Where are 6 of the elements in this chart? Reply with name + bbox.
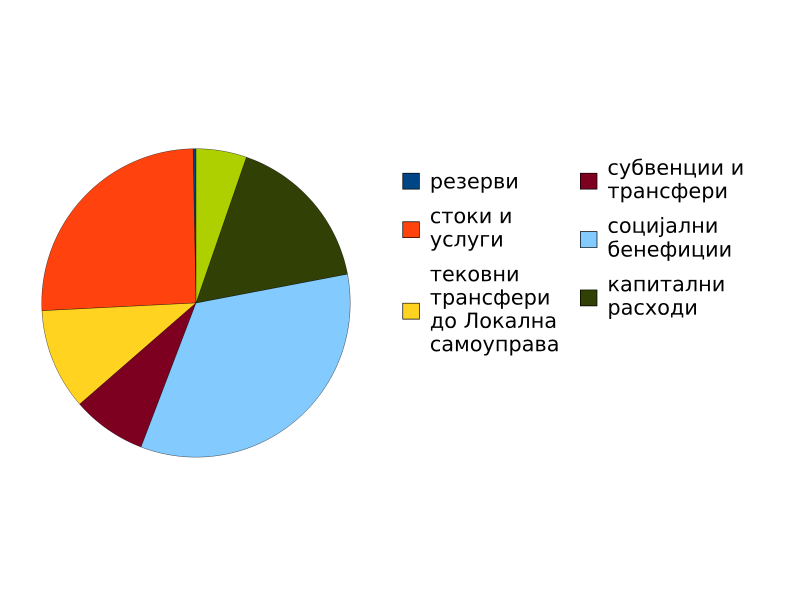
- legend-label: капитални расходи: [609, 280, 724, 319]
- legend-label: стоки и услуги: [430, 211, 511, 251]
- legend-label: субвенции и трансфери: [608, 158, 742, 202]
- legend-label: социјални бенефиции: [608, 216, 730, 261]
- legend-label: резерви: [432, 176, 517, 193]
- legend-label: тековни трансфери до Локална самоуправа: [430, 270, 558, 356]
